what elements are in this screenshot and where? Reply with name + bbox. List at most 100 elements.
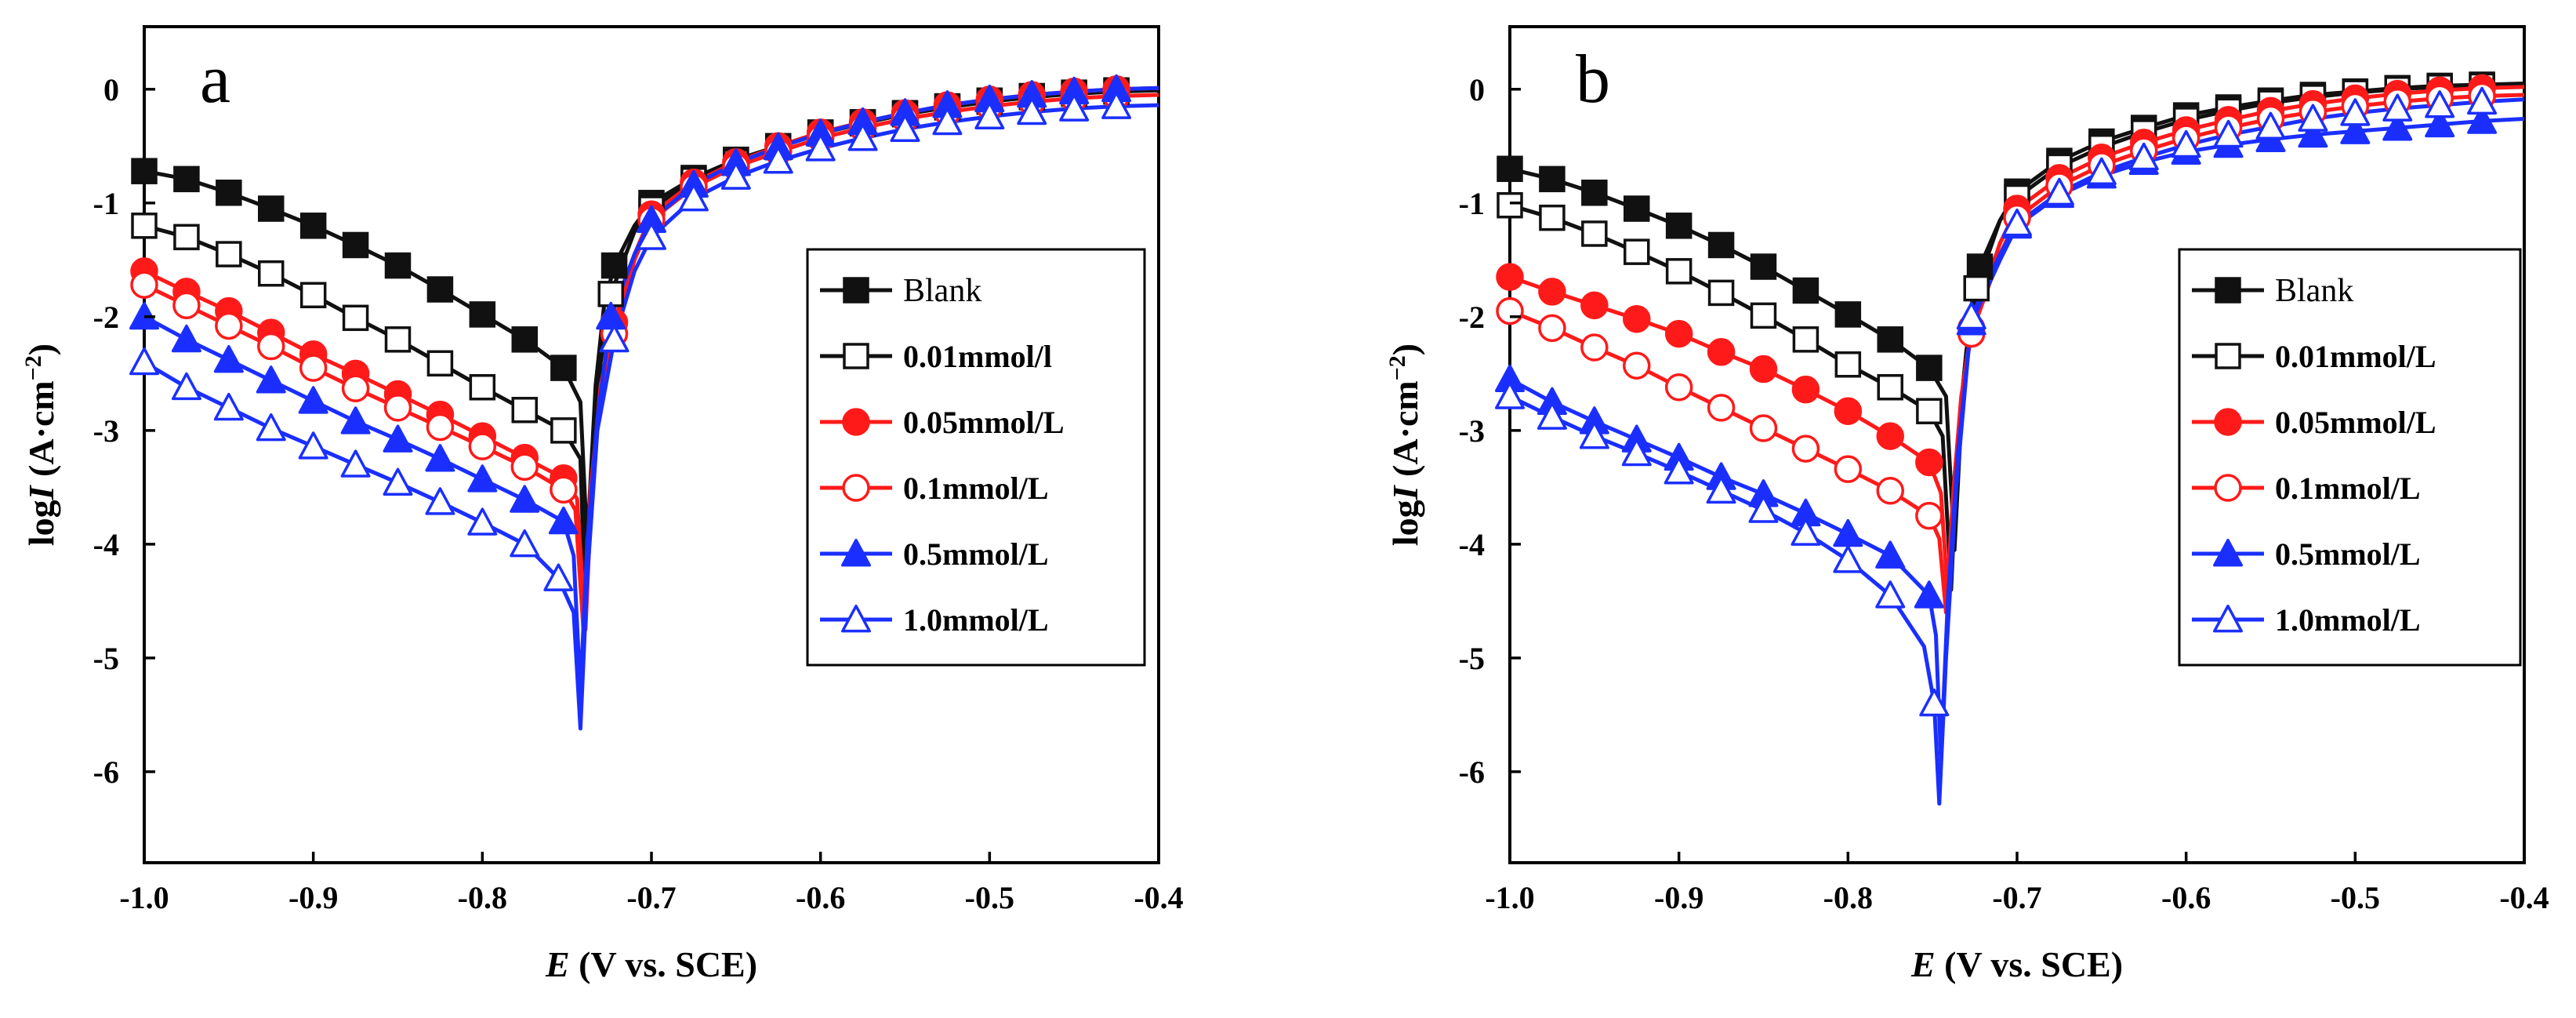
x-axis-unit: (V vs. SCE) [1936,944,2123,984]
data-point [425,487,455,515]
data-point [596,301,626,330]
data-point [2340,116,2371,144]
data-point [2425,90,2455,118]
data-point [342,231,369,259]
y-axis-var: I [1385,484,1425,500]
data-point [2086,157,2117,186]
data-point [299,354,328,382]
data-point [1495,381,1525,409]
data-point [510,485,540,513]
data-point [548,506,579,535]
x-tick-label: -0.7 [626,880,676,915]
data-point [1665,213,1693,239]
data-point [426,276,454,303]
data-point [1834,301,1862,328]
x-axis-title: E (V vs. SCE) [1910,944,2123,984]
data-point [256,365,286,394]
y-axis-close: ) [21,344,61,355]
data-point [1834,455,1863,483]
data-point [1059,93,1090,122]
data-point [1496,263,1524,291]
data-point [1956,301,1986,330]
data-point [1916,398,1943,424]
legend-entry: 0.1mmol/L [820,471,1049,506]
legend-entry: 0.05mmol/L [2192,405,2436,440]
data-point [1664,373,1693,402]
data-point [129,347,159,376]
data-point [2044,177,2074,206]
y-axis-title: logI (A·cm−2) [20,344,62,546]
data-point [468,432,497,460]
data-point [2128,142,2159,171]
y-axis-exp: −2 [20,355,46,380]
data-point [763,146,793,174]
x-tick-label: -0.4 [1134,880,1183,915]
legend-marker [2215,277,2241,304]
data-point [131,158,158,184]
data-point [1579,421,1609,449]
x-tick-label: -1.0 [1485,880,1534,915]
data-point [1707,231,1735,259]
x-tick-label: -0.9 [1654,880,1703,915]
legend-label: 0.01mmol/l [903,339,1052,374]
data-point [257,332,285,361]
x-axis-title: E (V vs. SCE) [545,944,757,984]
data-point [467,507,498,536]
data-point [1834,397,1863,425]
data-point [1792,277,1820,304]
data-point [1749,354,1778,384]
data-point [469,374,496,401]
panel-b: -1.0 -0.9 -0.8 -0.7 -0.6 -0.5 -0.4 0 -1 -2 -3 -4 -5 -… [1384,25,2549,984]
data-point [2382,93,2413,122]
data-point [171,372,201,401]
legend-entry: 0.01mmol/L [2192,339,2436,374]
data-point [678,184,709,212]
data-point [599,324,629,353]
data-point [1877,326,1903,353]
legend-marker [2213,539,2243,567]
series-markers-5 [1495,86,2498,717]
legend-entry: 0.5mmol/L [820,536,1049,572]
data-point [383,424,413,453]
legend-entry: 0.05mmol/L [820,405,1065,440]
x-tick-label: -0.4 [2499,880,2549,915]
legend-entry: Blank [820,273,981,309]
data-point [932,107,963,136]
data-point [216,179,242,206]
y-tick-label: -3 [1459,413,1485,449]
data-point [1497,155,1523,183]
data-point [1750,253,1777,280]
data-point [1914,580,1944,609]
data-point [847,123,878,151]
data-point [215,311,243,340]
data-point [1875,580,1906,609]
x-tick-label: -0.5 [2331,880,2380,915]
legend-marker [2213,605,2243,633]
x-tick-label: -0.8 [1823,880,1873,915]
data-point [637,222,666,250]
y-tick-label: -1 [1459,186,1485,221]
y-axis-close: ) [1385,344,1425,355]
data-point [216,241,242,267]
data-point [258,195,285,222]
data-point [426,413,455,442]
data-point [1875,540,1906,569]
legend-label: 0.01mmol/L [2275,339,2436,374]
data-point [550,475,578,504]
data-point [2002,208,2032,237]
y-axis-post: (A·cm [21,380,61,485]
y-axis-pre: log [1385,500,1425,546]
data-point [510,529,540,558]
legend-marker [842,408,870,436]
data-point [1749,414,1778,442]
data-point [720,162,751,190]
data-point [173,165,200,193]
data-point [467,464,498,493]
data-point [130,271,158,299]
data-point [1101,91,1132,119]
data-point [1791,375,1820,404]
data-point [1581,220,1608,247]
x-tick-label: -0.6 [796,880,845,915]
data-point [1916,354,1943,381]
